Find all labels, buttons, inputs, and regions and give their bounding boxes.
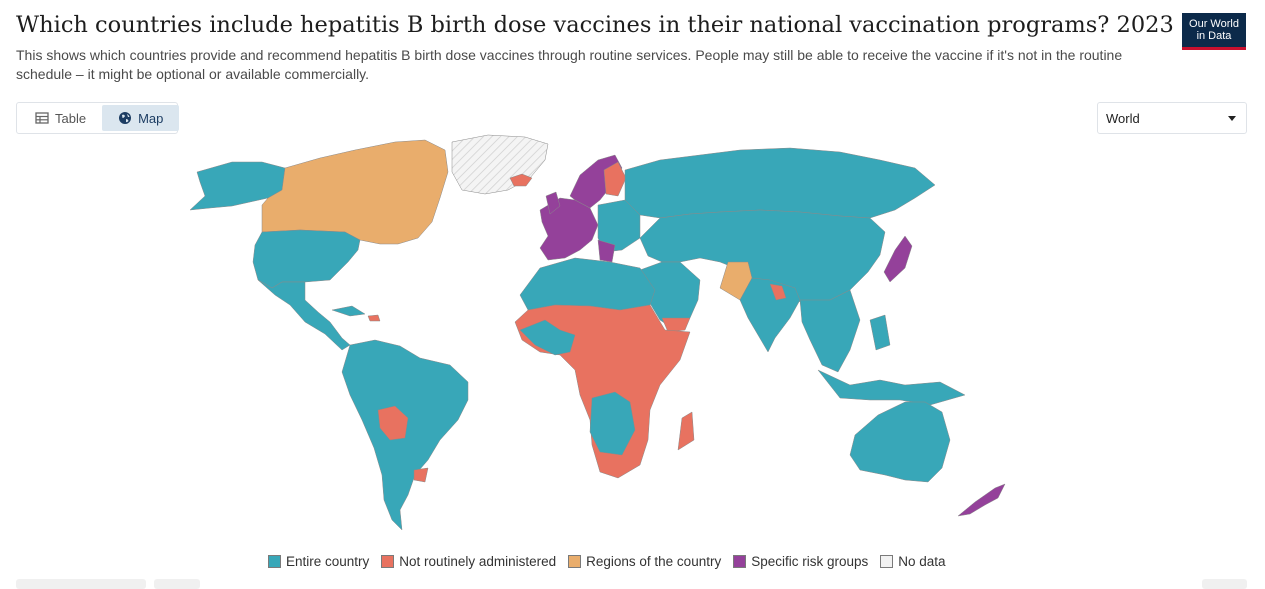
map-uruguay[interactable] [413,467,429,483]
map-india-region-not[interactable] [769,283,787,301]
map-madagascar[interactable] [677,411,695,451]
map-north-africa[interactable] [519,257,656,311]
map-japan[interactable] [883,235,913,283]
map-canada[interactable] [261,139,449,245]
footer-button-stub[interactable] [1202,579,1247,589]
map-iceland[interactable] [509,173,533,187]
legend-item-no-data[interactable]: No data [880,554,946,569]
map-haiti[interactable] [367,314,381,322]
map-alaska[interactable] [189,161,286,211]
legend-swatch [381,555,395,568]
map-bolivia[interactable] [377,405,409,441]
map-yemen[interactable] [661,317,691,333]
map-indonesia[interactable] [817,369,966,406]
owid-logo[interactable]: Our World in Data [1182,13,1246,50]
globe-icon [119,112,132,124]
map-new-zealand[interactable] [957,483,1006,517]
legend-label: Specific risk groups [751,554,869,569]
map-india[interactable] [739,277,801,353]
map-southern-africa-entire[interactable] [589,391,636,456]
table-icon [35,112,49,124]
map-arabia[interactable] [639,261,701,331]
view-tabs: Table Map [16,102,180,134]
map-southeast-asia[interactable] [799,289,861,373]
legend-item-not-routine[interactable]: Not routinely administered [381,554,556,569]
logo-line-1: Our World [1189,18,1239,30]
legend-item-regions[interactable]: Regions of the country [568,554,721,569]
map-russia[interactable] [624,147,936,219]
world-map [189,134,1006,531]
map-balkans[interactable] [597,239,616,263]
map-finland[interactable] [603,161,627,197]
map-philippines[interactable] [869,314,891,351]
legend-label: No data [898,554,946,569]
legend-swatch [268,555,281,568]
map-mexico-central-america[interactable] [257,279,351,351]
legend-swatch [568,555,582,568]
map-greenland[interactable] [451,134,549,195]
tab-map-label: Map [138,110,164,126]
region-select-value: World [1106,110,1140,126]
legend-swatch [880,555,894,568]
map-west-africa-entire[interactable] [519,319,576,356]
map-usa[interactable] [252,229,361,289]
legend-item-entire[interactable]: Entire country [268,554,369,569]
legend-swatch [733,555,747,568]
legend-label: Entire country [286,554,370,569]
logo-line-2: in Data [1196,30,1232,42]
tab-table[interactable]: Table [19,105,102,131]
footer-tab-stub[interactable] [16,579,146,589]
map-uk[interactable] [545,191,561,215]
chevron-down-icon [1228,115,1236,121]
map-australia[interactable] [849,401,951,483]
region-select[interactable]: World [1097,102,1247,134]
tab-map[interactable]: Map [102,105,180,131]
legend-label: Regions of the country [586,554,722,569]
map-cuba[interactable] [331,305,366,317]
tab-table-label: Table [55,110,87,126]
map-legend: Entire country Not routinely administere… [268,554,946,569]
footer-tab-stub[interactable] [154,579,200,589]
legend-item-risk[interactable]: Specific risk groups [733,554,868,569]
chart-title: Which countries include hepatitis B birt… [16,12,1174,38]
chart-subtitle: This shows which countries provide and r… [16,47,1123,82]
legend-label: Not routinely administered [399,554,557,569]
